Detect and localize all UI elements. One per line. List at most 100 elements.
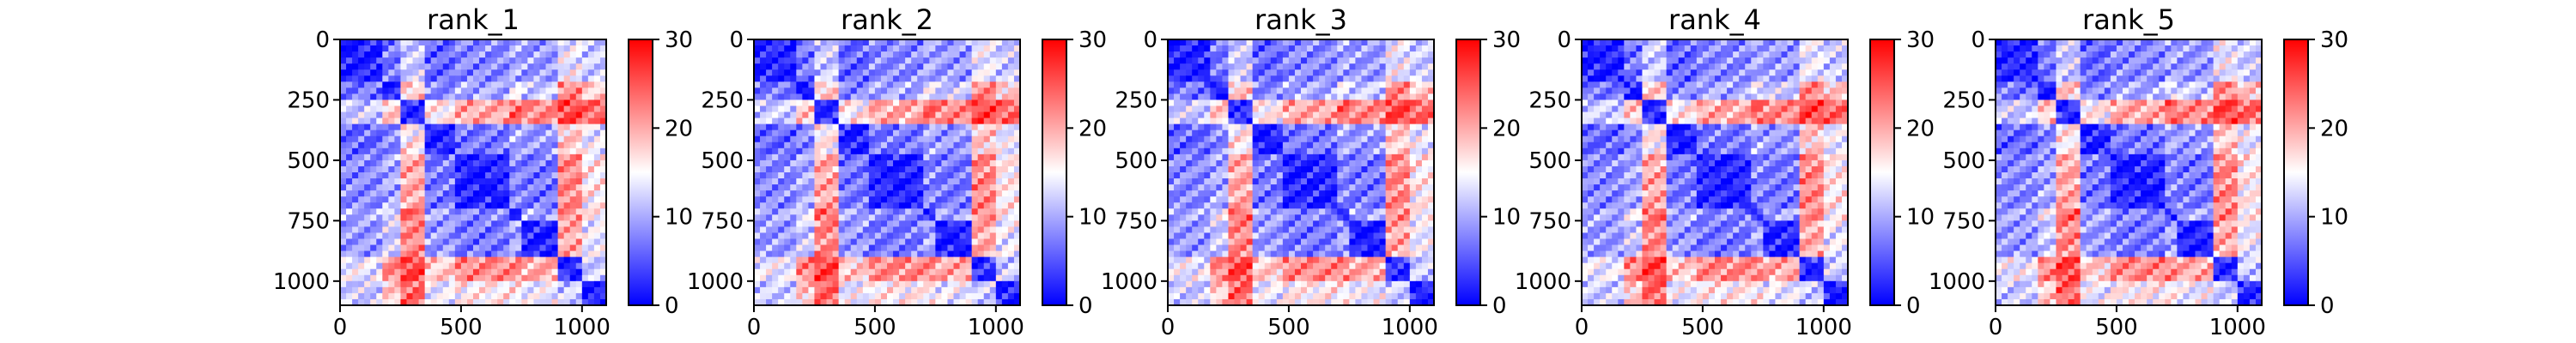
heatmap-cell [893,165,900,173]
heatmap-cell [911,184,918,191]
heatmap-cell [1288,147,1296,155]
heatmap-cell [862,57,870,64]
heatmap-cell [460,165,468,173]
heatmap-cell [862,105,870,113]
heatmap-cell [754,135,761,143]
heatmap-cell [905,190,912,197]
heatmap-cell [412,298,420,306]
heatmap-cell [454,238,462,246]
heatmap-cell [905,141,912,149]
heatmap-cell [760,45,767,52]
heatmap-cell [545,99,553,107]
heatmap-cell [364,147,371,155]
heatmap-cell [760,93,767,101]
heatmap-cell [539,280,547,288]
x-tick-label: 1000 [968,315,1024,340]
heatmap-cell [460,292,468,300]
heatmap-cell [766,256,773,264]
heatmap-cell [1337,81,1344,88]
heatmap-cell [929,39,936,46]
heatmap-cell [503,232,510,240]
heatmap-cell [983,250,991,258]
heatmap-cell [400,280,408,288]
heatmap-cell [460,129,468,137]
heatmap-cell [340,274,347,282]
heatmap-cell [820,238,828,246]
heatmap-cell [983,220,991,228]
heatmap-cell [784,105,791,113]
heatmap-cell [442,81,450,88]
heatmap-cell [935,39,943,46]
heatmap-cell [527,123,535,131]
heatmap-cell [893,57,900,64]
heatmap-cell [466,129,474,137]
heatmap-cell [491,75,498,82]
heatmap-cell [430,51,438,58]
heatmap-cell [340,123,347,131]
heatmap-cell [575,238,583,246]
heatmap-cell [814,57,822,64]
heatmap-cell [587,159,595,167]
heatmap-cell [466,159,474,167]
heatmap-cell [358,286,365,294]
heatmap-cell [394,172,402,179]
heatmap-cell [1325,117,1332,125]
heatmap-cell [1337,105,1344,113]
heatmap-cell [521,262,529,270]
heatmap-cell [418,87,426,95]
heatmap-cell [1421,75,1429,82]
heatmap-cell [790,262,797,270]
heatmap-cell [1228,87,1236,95]
heatmap-cell [862,165,870,173]
heatmap-cell [1258,87,1266,95]
heatmap-cell [388,184,396,191]
heatmap-cell [503,202,510,209]
heatmap-cell [551,214,559,221]
heatmap-cell [1343,165,1350,173]
heatmap-cell [820,135,828,143]
heatmap-cell [887,262,894,270]
heatmap-cell [1007,238,1015,246]
heatmap-cell [394,298,402,306]
heatmap-cell [1415,172,1423,179]
heatmap-cell [358,262,365,270]
heatmap-cell [1228,178,1236,185]
heatmap-cell [772,39,779,46]
heatmap-cell [485,159,492,167]
heatmap-cell [1282,57,1290,64]
heatmap-cell [760,244,767,252]
heatmap-cell [1415,141,1423,149]
heatmap-cell [1276,69,1284,76]
heatmap-cell [448,262,456,270]
heatmap-cell [1288,178,1296,185]
heatmap-cell [479,51,486,58]
heatmap-cell [953,75,961,82]
heatmap-cell [1001,292,1009,300]
heatmap-cell [862,280,870,288]
heatmap-cell [983,69,991,76]
heatmap-cell [466,45,474,52]
heatmap-cell [923,105,930,113]
heatmap-cell [1331,172,1338,179]
heatmap-cell [545,51,553,58]
heatmap-cell [1013,117,1021,125]
heatmap-cell [1270,129,1278,137]
heatmap-cell [826,135,834,143]
heatmap-cell [382,81,389,88]
heatmap-cell [760,99,767,107]
heatmap-cell [593,51,601,58]
heatmap-cell [521,172,529,179]
heatmap-cell [479,298,486,306]
heatmap-cell [515,256,522,264]
heatmap-cell [527,298,535,306]
heatmap-cell [400,69,408,76]
heatmap-cell [551,226,559,234]
heatmap-cell [545,256,553,264]
heatmap-cell [1216,135,1224,143]
heatmap-cell [862,147,870,155]
heatmap-cell [1355,93,1363,101]
heatmap-cell [808,75,816,82]
heatmap-cell [983,178,991,185]
heatmap-cell [929,141,936,149]
heatmap-cell [874,196,882,203]
